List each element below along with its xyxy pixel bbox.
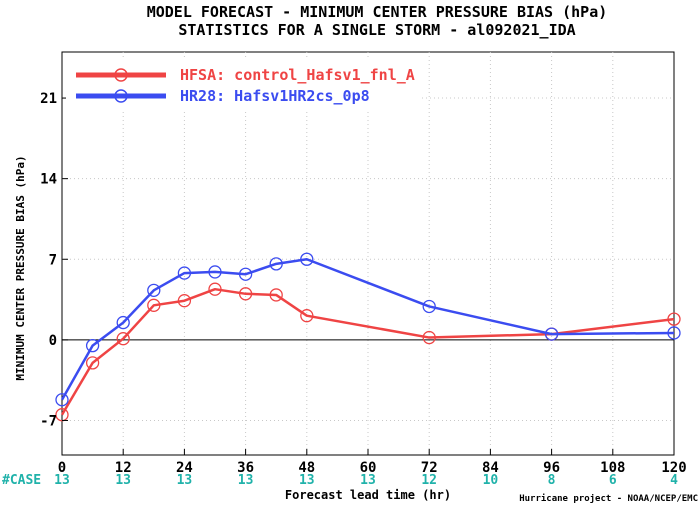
- x-tick-label: 0: [58, 460, 66, 476]
- data-point: [667, 312, 681, 326]
- x-tick-label: 48: [298, 460, 315, 476]
- credit-text: Hurricane project - NOAA/NCEP/EMC: [519, 493, 698, 504]
- case-count: 13: [54, 473, 70, 488]
- y-tick-label: -7: [40, 413, 57, 429]
- data-point: [544, 327, 559, 341]
- data-point: [208, 265, 222, 279]
- x-tick-label: 72: [421, 460, 438, 476]
- data-point: [177, 266, 192, 280]
- case-count: 6: [609, 473, 617, 488]
- data-point: [177, 294, 192, 308]
- x-tick-labels: 0 12 24 36 48 60 72 84 96 108 120: [58, 449, 687, 476]
- x-tick-label: 36: [237, 460, 254, 476]
- legend-marker-hfsa: [114, 68, 128, 82]
- y-tick-label: 21: [40, 91, 57, 107]
- series-2: [55, 252, 681, 407]
- y-tick-labels: -7 0 7 14 21: [40, 91, 68, 429]
- x-tick-label: 12: [115, 460, 132, 476]
- data-point: [667, 326, 681, 340]
- case-count: 13: [238, 473, 254, 488]
- x-axis-label: Forecast lead time (hr): [285, 488, 451, 502]
- data-point: [238, 267, 253, 281]
- case-count: 13: [299, 473, 315, 488]
- legend-label-hr28: HR28: Hafsv1HR2cs_0p8: [180, 87, 370, 105]
- data-point: [55, 393, 69, 407]
- case-label: #CASE: [2, 473, 41, 488]
- data-point: [208, 282, 222, 296]
- data-point: [269, 257, 283, 271]
- legend-marker-hr28: [114, 89, 128, 103]
- data-point: [85, 356, 100, 370]
- case-count: 12: [421, 473, 437, 488]
- data-point: [116, 315, 130, 330]
- data-point: [85, 338, 100, 353]
- legend: HFSA: control_Hafsv1_fnl_A HR28: Hafsv1H…: [66, 57, 421, 110]
- x-tick-label: 84: [482, 460, 499, 476]
- chart-title: MODEL FORECAST - MINIMUM CENTER PRESSURE…: [147, 3, 608, 21]
- x-tick-label: 24: [176, 460, 193, 476]
- chart-subtitle: STATISTICS FOR A SINGLE STORM - al092021…: [178, 21, 575, 39]
- y-tick-label: 7: [49, 252, 57, 268]
- x-tick-label: 60: [360, 460, 377, 476]
- data-point: [422, 299, 436, 314]
- grid: [62, 52, 674, 455]
- data-point: [147, 298, 161, 312]
- data-point: [422, 330, 436, 345]
- case-count: 13: [115, 473, 131, 488]
- data-point: [300, 309, 314, 323]
- x-tick-label: 108: [600, 460, 625, 476]
- series-group: [55, 252, 681, 422]
- case-count: 10: [483, 473, 499, 488]
- data-point: [269, 288, 283, 302]
- x-tick-label: 96: [543, 460, 560, 476]
- case-row: 13 13 13 13 13 13 12 10 8 6 4: [54, 473, 678, 488]
- case-count: 13: [177, 473, 193, 488]
- x-tick-label: 120: [661, 460, 686, 476]
- y-tick-label: 14: [40, 172, 57, 188]
- y-tick-label: 0: [49, 333, 57, 349]
- case-count: 4: [670, 473, 678, 488]
- data-point: [147, 283, 161, 297]
- data-point: [300, 252, 314, 266]
- data-point: [116, 332, 130, 346]
- case-count: 8: [548, 473, 556, 488]
- data-point: [238, 287, 253, 301]
- y-axis-label: MINIMUM CENTER PRESSURE BIAS (hPa): [14, 155, 27, 380]
- legend-label-hfsa: HFSA: control_Hafsv1_fnl_A: [180, 66, 415, 84]
- case-count: 13: [360, 473, 376, 488]
